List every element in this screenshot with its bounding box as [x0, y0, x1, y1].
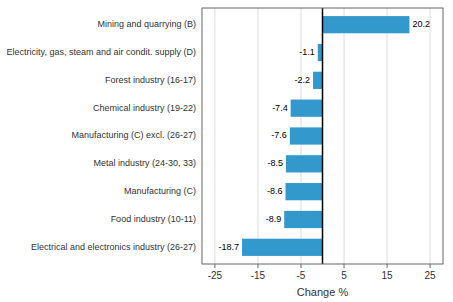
category-label: Manufacturing (C)	[124, 186, 196, 196]
bar	[290, 127, 323, 144]
tick-label: 5	[341, 270, 347, 281]
tick-label: 15	[381, 270, 393, 281]
tick-label: -15	[251, 270, 266, 281]
tick-mark	[300, 264, 301, 268]
bar	[291, 100, 323, 117]
category-label: Forest industry (16-17)	[105, 75, 196, 85]
grid-line	[430, 8, 431, 264]
tick-label: -25	[208, 270, 223, 281]
data-label: -8.6	[267, 186, 283, 196]
grid-line	[257, 8, 258, 264]
data-label: -18.7	[219, 242, 240, 252]
grid-line	[344, 8, 345, 264]
chart: Electrical and electronics industry (26-…	[0, 0, 453, 302]
data-label: -2.2	[295, 75, 311, 85]
category-label: Food industry (10-11)	[111, 214, 196, 224]
category-label: Mining and quarrying (B)	[97, 19, 196, 29]
plot-frame	[202, 8, 443, 264]
category-label: Electricity, gas, steam and air condit. …	[7, 47, 196, 57]
category-label: Electrical and electronics industry (26-…	[31, 242, 196, 252]
data-label: -1.1	[299, 47, 315, 57]
data-label: -8.9	[266, 214, 282, 224]
tick-mark	[344, 264, 345, 268]
grid-line	[214, 8, 215, 264]
category-label: Manufacturing (C) excl. (26-27)	[71, 130, 196, 140]
bars	[242, 16, 409, 256]
x-axis-label: Change %	[297, 286, 349, 298]
data-label: -7.4	[272, 103, 288, 113]
data-label: -8.5	[267, 158, 283, 168]
bar	[285, 183, 322, 200]
bar	[313, 72, 322, 89]
data-labels: -18.7 -8.9 -8.6 -8.5 -7.6 -7.4 -2.2 -1.1 20.2	[219, 19, 430, 252]
category-label: Metal industry (24-30, 33)	[93, 158, 196, 168]
grid-line	[387, 8, 388, 264]
bar	[286, 155, 323, 172]
tick-mark	[430, 264, 431, 268]
tick-mark	[214, 264, 215, 268]
data-label: -7.6	[271, 130, 287, 140]
tick-label: -5	[297, 270, 306, 281]
tick-label: 25	[425, 270, 437, 281]
bar	[242, 239, 322, 256]
category-label: Chemical industry (19-22)	[93, 103, 196, 113]
category-labels: Electrical and electronics industry (26-…	[7, 19, 196, 252]
bar	[323, 16, 410, 33]
zero-line	[322, 8, 324, 264]
tick-mark	[387, 264, 388, 268]
grid	[215, 8, 430, 264]
x-ticks: -25 -15 -5 5 15 25	[208, 264, 436, 281]
data-label: 20.2	[412, 19, 430, 29]
tick-mark	[257, 264, 258, 268]
bar	[284, 211, 322, 228]
